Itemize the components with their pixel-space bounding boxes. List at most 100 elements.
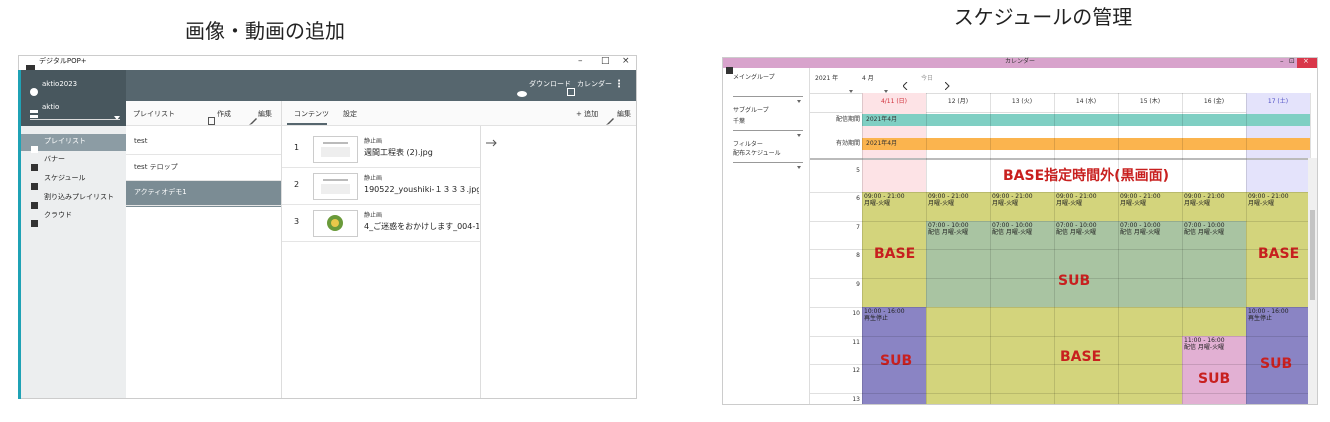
toolbar-more[interactable]: ⋮ (614, 79, 624, 90)
event-note: 月曜-火曜 (1184, 200, 1211, 207)
menu-item[interactable]: スケジュール (44, 174, 86, 182)
content-type: 静止画 (364, 138, 383, 145)
grid-line (810, 278, 1308, 280)
block-label: SUB (880, 353, 913, 369)
event-time: 10:00 - 16:00 (864, 307, 905, 315)
user-name: aktio2023 (42, 80, 78, 88)
playlist-item[interactable]: test テロップ (134, 163, 178, 171)
filter-label: サブグループ (733, 107, 769, 114)
playlist-create[interactable]: 作成 (217, 110, 231, 118)
toolbar-download[interactable]: ダウンロード (529, 80, 571, 88)
event-time: 07:00 - 10:00 (1120, 221, 1161, 229)
arrow-icon (486, 132, 498, 147)
grid-line (810, 220, 1308, 222)
day-header[interactable]: 16 (金) (1203, 98, 1225, 105)
event-note: 月曜-火曜 (1120, 200, 1147, 207)
tab-underline (287, 123, 327, 125)
tab[interactable]: 設定 (343, 110, 357, 118)
day-header[interactable]: 17 (土) (1267, 98, 1289, 105)
content-number: 1 (294, 143, 300, 152)
event-time: 07:00 - 10:00 (992, 221, 1033, 229)
filter-underline (733, 96, 803, 97)
content-file: 4_ご迷惑をおかけします_004-1445x204 (364, 222, 479, 231)
playlist-item[interactable]: アクティオデモ1 (134, 188, 187, 196)
account-select[interactable]: aktio (42, 103, 60, 111)
day-header[interactable]: 12 (月) (947, 98, 969, 105)
filter-value[interactable]: 千葉 (733, 118, 746, 125)
prev-button[interactable] (902, 75, 908, 91)
menu-item[interactable]: プレイリスト (44, 137, 86, 145)
caption: スケジュールの管理 (953, 5, 1133, 29)
app-title: デジタルPOP+ (39, 57, 87, 65)
day-header[interactable]: 4/11 (日) (880, 98, 908, 105)
content-row[interactable] (282, 168, 480, 205)
period-bar: 2021年4月 (862, 138, 1310, 150)
playlist-header (126, 101, 281, 126)
playlist-item[interactable]: test (134, 137, 148, 145)
menu-icon (31, 194, 38, 209)
grid-separator (810, 158, 1308, 160)
grid-line (810, 364, 1308, 366)
event-time: 11:00 - 16:00 (1184, 336, 1225, 344)
blackout-row (862, 160, 1310, 192)
tab[interactable]: コンテンツ (294, 110, 329, 118)
period-label: 配信期間 (835, 116, 860, 123)
day-header[interactable]: 15 (木) (1139, 98, 1161, 105)
sidebar-menu (21, 126, 126, 398)
menu-item[interactable]: クラウド (44, 211, 72, 219)
day-header[interactable]: 13 (火) (1011, 98, 1033, 105)
hour-label: 5 (856, 167, 860, 174)
menu-item[interactable]: バナー (44, 155, 65, 163)
window-control[interactable]: × (1303, 57, 1309, 65)
action-edit[interactable]: 編集 (617, 110, 631, 118)
event-time: 09:00 - 21:00 (1248, 193, 1289, 200)
grid-line (810, 392, 1308, 394)
account-underline (30, 119, 120, 120)
event-time: 09:00 - 21:00 (992, 193, 1033, 200)
scroll-thumb[interactable] (1310, 210, 1315, 300)
content-row[interactable] (282, 131, 480, 168)
playlist-divider (126, 154, 281, 155)
window-control[interactable]: ⊡ (1289, 57, 1295, 65)
window-control[interactable]: – (578, 56, 583, 66)
dropdown-arrow (797, 154, 801, 169)
day-header[interactable]: 14 (水) (1075, 98, 1097, 105)
event-note: 月曜-火曜 (928, 200, 955, 207)
event-note: 配信 月曜-火曜 (992, 228, 1033, 236)
filter-value[interactable]: 配布スケジュール (733, 150, 781, 157)
menu-item[interactable]: 割り込みプレイリスト (44, 193, 114, 201)
hour-label: 12 (852, 367, 860, 375)
event-note: 月曜-火曜 (1056, 200, 1083, 207)
block-label: SUB (1260, 356, 1293, 372)
event-time: 09:00 - 21:00 (1120, 193, 1161, 200)
month-select[interactable]: 4 月 (862, 75, 874, 82)
event-time: 09:00 - 21:00 (1184, 193, 1225, 200)
event-block[interactable] (926, 220, 1246, 307)
menu-icon (31, 156, 38, 171)
content-row[interactable] (282, 205, 480, 242)
playlist-title: プレイリスト (133, 110, 175, 118)
event-note: 配信 月曜-火曜 (1184, 343, 1225, 351)
event-time: 09:00 - 21:00 (1056, 193, 1097, 200)
today-button[interactable]: 今日 (921, 75, 934, 82)
toolbar-calendar[interactable]: カレンダー (577, 80, 612, 88)
block-label: BASE (874, 246, 916, 262)
event-block[interactable] (1246, 306, 1310, 404)
menu-selected (21, 134, 126, 151)
blackout-label: BASE指定時間外(黒画面) (1003, 168, 1169, 184)
event-note: 配信 月曜-火曜 (928, 228, 969, 236)
window-control[interactable]: × (622, 56, 630, 66)
window-control[interactable]: – (1280, 57, 1284, 65)
dropdown-arrow (884, 78, 888, 93)
action-add[interactable]: + 追加 (576, 110, 599, 118)
hour-label: 8 (856, 252, 860, 260)
event-block[interactable] (862, 306, 926, 404)
event-block[interactable] (1182, 335, 1246, 404)
window-control[interactable]: □ (601, 56, 610, 66)
title-bar (723, 58, 1317, 68)
period-bar: 2021年4月 (862, 114, 1310, 126)
content-type: 静止画 (364, 212, 383, 219)
next-button[interactable] (944, 75, 950, 91)
year-select[interactable]: 2021 年 (815, 75, 839, 82)
playlist-edit[interactable]: 編集 (258, 110, 272, 118)
